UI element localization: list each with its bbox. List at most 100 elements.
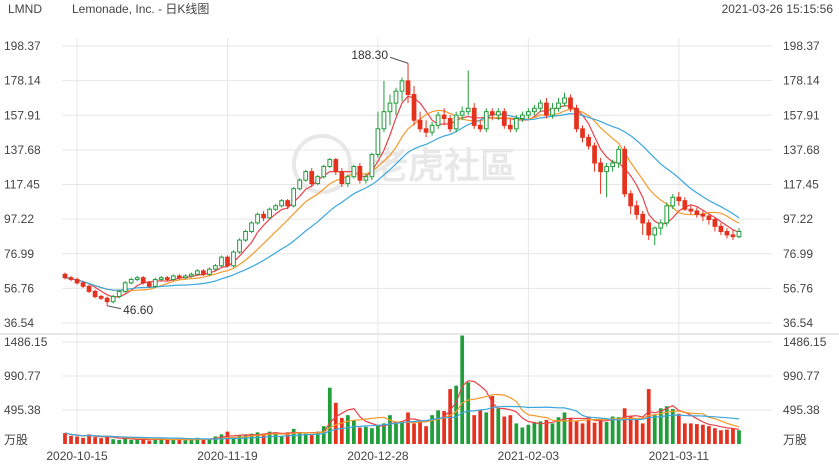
candle-body — [706, 215, 712, 221]
volume-bar — [484, 412, 489, 444]
candle-body — [513, 118, 519, 130]
candle — [580, 125, 585, 143]
annotations: 188.30 46.60 — [107, 48, 409, 317]
candle-body — [658, 222, 664, 229]
candle — [62, 272, 68, 280]
timestamp-label: 2021-03-26 15:15:56 — [722, 2, 834, 16]
volume-bar — [159, 439, 164, 444]
volume-bar — [129, 439, 134, 444]
candle — [507, 118, 513, 133]
volume-bar — [586, 416, 591, 444]
candle-body — [586, 136, 591, 147]
volume-bar — [695, 424, 699, 444]
candle-body — [375, 128, 381, 155]
volume-bar — [243, 435, 248, 444]
candle — [116, 289, 122, 299]
volume-bar — [279, 436, 284, 444]
candle-body — [718, 225, 724, 232]
candle — [122, 281, 128, 294]
candle — [225, 255, 230, 268]
volume-bar — [592, 422, 597, 444]
candle-body — [62, 273, 68, 279]
candle — [357, 163, 363, 184]
candle — [670, 193, 676, 210]
candle-body — [459, 111, 465, 116]
volume-bar — [81, 437, 85, 444]
volume-bar — [249, 433, 254, 444]
candle — [417, 111, 423, 133]
price-ma10-line — [64, 108, 740, 292]
volume-bar — [520, 427, 525, 444]
volume-unit-left: 万股 — [4, 433, 28, 447]
candle — [86, 284, 92, 294]
candle — [700, 210, 706, 222]
candle-body — [86, 285, 92, 292]
candle-body — [634, 205, 640, 215]
low-pointer-line — [107, 305, 122, 310]
candle-body — [267, 208, 272, 219]
candle-body — [447, 118, 453, 130]
date-tick: 2020-12-28 — [347, 449, 409, 463]
candle — [375, 111, 381, 158]
volume-bar — [183, 440, 188, 444]
date-tick: 2021-03-11 — [649, 449, 710, 463]
candles — [62, 63, 742, 306]
candle — [80, 281, 86, 288]
volume-bar — [682, 423, 687, 444]
candle-body — [333, 159, 339, 173]
candle-body — [116, 290, 122, 298]
candle — [363, 173, 369, 184]
candle — [170, 274, 176, 282]
candle-body — [399, 80, 405, 92]
candle — [321, 164, 327, 179]
volume-bar — [351, 419, 356, 444]
high-label: 188.30 — [351, 48, 388, 62]
candle — [98, 294, 104, 300]
candle — [285, 198, 291, 210]
candle — [411, 86, 417, 126]
candle — [538, 99, 543, 112]
price-tick-left: 157.91 — [4, 108, 41, 122]
candle — [718, 222, 724, 235]
candle — [158, 275, 164, 282]
candle — [604, 163, 609, 198]
candle-body — [465, 107, 471, 113]
volume-bar — [466, 382, 471, 444]
volume-bar — [339, 417, 344, 444]
volume-bar — [472, 415, 477, 444]
candle-body — [381, 111, 387, 130]
candle-body — [610, 162, 615, 167]
candle — [201, 269, 206, 276]
price-ma5-line — [64, 95, 740, 298]
volume-bar — [406, 412, 410, 444]
candle — [189, 272, 194, 278]
candle-body — [483, 111, 489, 130]
volume-bar — [544, 419, 549, 444]
price-tick-right: 137.68 — [783, 143, 820, 157]
candle-body — [80, 282, 86, 287]
volume-bar — [616, 417, 621, 444]
volume-bar — [652, 415, 657, 444]
volume-bars — [63, 335, 741, 444]
candle — [291, 186, 297, 208]
candle-body — [255, 213, 260, 224]
candle — [255, 212, 260, 225]
candle — [471, 103, 477, 129]
volume-bar — [141, 439, 146, 444]
candle-body — [604, 165, 609, 173]
price-ma20-line — [64, 112, 740, 291]
candle-body — [688, 208, 694, 212]
candle — [435, 111, 441, 129]
volume-tick-left: 990.77 — [4, 369, 41, 383]
volume-bar — [604, 422, 609, 444]
volume-bar — [153, 438, 158, 444]
volume-bar — [135, 439, 140, 444]
volume-bar — [309, 435, 314, 444]
volume-bar — [376, 424, 380, 444]
volume-bar — [701, 424, 705, 444]
candle — [568, 94, 573, 112]
volume-bar — [725, 429, 729, 444]
candle-body — [164, 277, 170, 280]
candle — [68, 275, 74, 282]
volume-ma20-line — [64, 405, 740, 440]
